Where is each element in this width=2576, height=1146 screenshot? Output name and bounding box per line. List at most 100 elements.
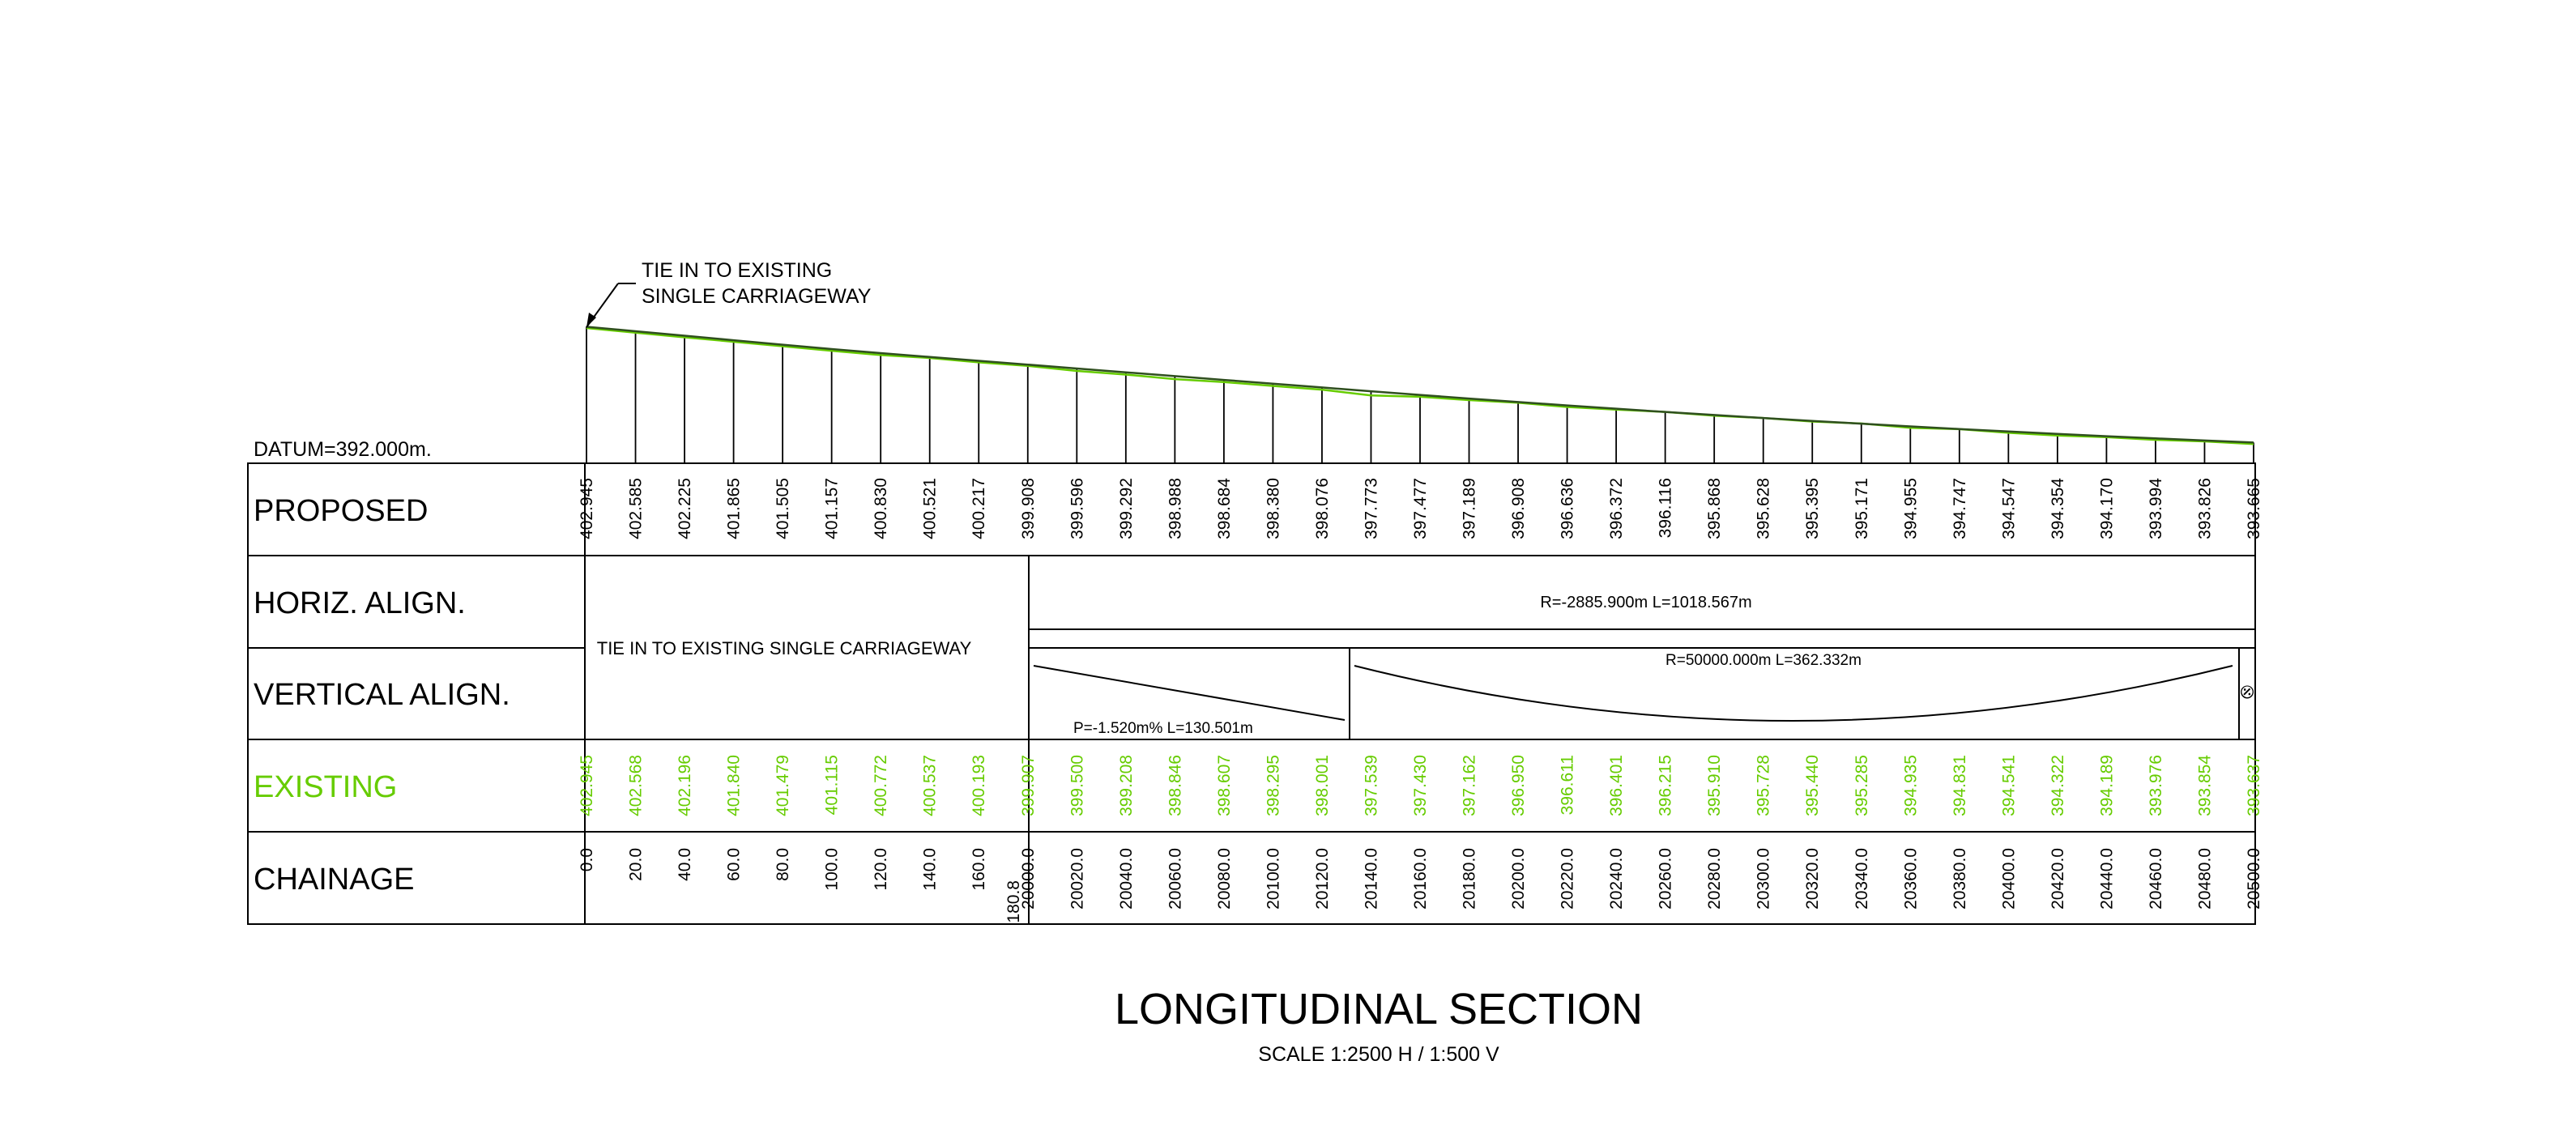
existing-level-label: 396.215: [1657, 755, 1675, 816]
existing-level-label: 398.846: [1166, 755, 1184, 816]
proposed-level-label: 397.773: [1362, 478, 1380, 539]
proposed-level-label: 398.988: [1166, 478, 1184, 539]
chainage-label: 20140.0: [1362, 848, 1380, 910]
existing-level-label: 402.945: [578, 755, 596, 816]
datum-label: DATUM=392.000m.: [254, 438, 432, 461]
profile-drop-lines: [586, 326, 2254, 463]
proposed-level-label: 394.955: [1901, 478, 1920, 539]
chainage-label: 20040.0: [1117, 848, 1136, 910]
chainage-label: 20420.0: [2049, 848, 2067, 910]
chainage-label: 20360.0: [1901, 848, 1920, 910]
chainage-label: 20180.0: [1461, 848, 1479, 910]
chainage-label: 20260.0: [1657, 848, 1675, 910]
chainage-label: 20380.0: [1951, 848, 1969, 910]
existing-level-label: 395.440: [1803, 755, 1822, 816]
vertical-grade-text: P=-1.520m% L=130.501m: [1073, 720, 1253, 737]
chainage-label: 20400.0: [1999, 848, 2018, 910]
existing-level-label: 394.322: [2049, 755, 2067, 816]
proposed-level-label: 400.830: [872, 478, 890, 539]
chainage-label: 180.820000.0: [1004, 848, 1038, 923]
row-label-chainage: CHAINAGE: [254, 863, 414, 897]
chainage-label: 160.0: [970, 848, 988, 891]
proposed-level-label: 399.292: [1117, 478, 1136, 539]
tie-in-note-line2: SINGLE CARRIAGEWAY: [642, 285, 872, 308]
existing-level-label: 398.607: [1215, 755, 1234, 816]
existing-level-label: 401.840: [725, 755, 744, 816]
proposed-level-label: 396.636: [1559, 478, 1577, 539]
proposed-level-label: 401.505: [774, 478, 792, 539]
existing-level-labels: 402.945 402.568 402.196 401.840 401.479 401.1…: [578, 755, 2263, 816]
proposed-level-label: 393.994: [2147, 478, 2165, 539]
drawing-scale: SCALE 1:2500 H / 1:500 V: [1258, 1043, 1499, 1066]
chainage-label: 20440.0: [2097, 848, 2116, 910]
existing-level-label: 395.285: [1853, 755, 1871, 816]
proposed-level-label: 396.116: [1657, 478, 1675, 538]
proposed-level-label: 400.521: [921, 478, 940, 539]
proposed-level-label: 394.354: [2049, 478, 2067, 539]
chainage-label: 20480.0: [2195, 848, 2214, 910]
existing-level-label: 394.831: [1951, 755, 1969, 816]
existing-level-label: 393.854: [2195, 755, 2214, 816]
alignment-annotations: TIE IN TO EXISTING SINGLE CARRIAGEWAY R=…: [597, 594, 2254, 737]
existing-level-label: 397.162: [1461, 755, 1479, 816]
existing-level-label: 396.611: [1559, 755, 1577, 815]
existing-level-label: 393.976: [2147, 755, 2165, 816]
proposed-level-label: 401.865: [725, 478, 744, 539]
chainage-label: 20460.0: [2147, 848, 2165, 910]
existing-level-label: 401.115: [823, 755, 842, 815]
existing-level-label: 398.295: [1264, 755, 1282, 816]
horiz-curve-text: R=-2885.900m L=1018.567m: [1540, 594, 1751, 611]
proposed-level-label: 398.076: [1313, 478, 1332, 539]
proposed-level-label: 394.547: [1999, 478, 2018, 539]
chainage-label: 20080.0: [1215, 848, 1234, 910]
proposed-level-label: 394.170: [2097, 478, 2116, 539]
chainage-label: 120.0: [872, 848, 890, 891]
proposed-level-label: 399.596: [1068, 478, 1086, 539]
vertical-sag-curve: [1354, 665, 2233, 722]
chainage-label: 20020.0: [1068, 848, 1086, 910]
existing-level-label: 400.193: [970, 755, 988, 816]
drawing-title: LONGITUDINAL SECTION: [1115, 985, 1643, 1033]
proposed-level-label: 397.189: [1461, 478, 1479, 539]
existing-level-label: 399.208: [1117, 755, 1136, 816]
chainage-label: 60.0: [725, 848, 744, 881]
chainage-label: 140.0: [921, 848, 940, 891]
proposed-level-label: 399.908: [1019, 478, 1038, 539]
proposed-level-label: 402.225: [676, 478, 694, 539]
existing-level-label: 394.935: [1901, 755, 1920, 816]
chainage-label: 100.0: [823, 848, 842, 891]
chainage-label: 0.0: [578, 848, 596, 871]
profile-group: [586, 326, 2254, 463]
chainage-label: 20200.0: [1509, 848, 1528, 910]
row-label-horiz-align: HORIZ. ALIGN.: [254, 586, 466, 620]
chainage-labels: 0.0 20.0 40.0 60.0 80.0 100.0 120.0 140.0 160.0 1…: [578, 848, 2263, 923]
existing-level-label: 395.910: [1705, 755, 1724, 816]
existing-level-label: 397.430: [1411, 755, 1430, 816]
chainage-label: 20240.0: [1607, 848, 1626, 910]
data-table: [247, 462, 2256, 925]
vertical-curve-text: R=50000.000m L=362.332m: [1665, 652, 1862, 669]
existing-level-label: 395.728: [1755, 755, 1773, 816]
proposed-level-label: 396.372: [1607, 478, 1626, 539]
proposed-level-labels: 402.945 402.585 402.225 401.865 401.505 401.1…: [578, 478, 2263, 539]
proposed-level-label: 401.157: [823, 478, 842, 539]
proposed-level-label: 400.217: [970, 478, 988, 539]
proposed-level-label: 395.628: [1755, 478, 1773, 539]
existing-level-label: 399.907: [1019, 755, 1038, 816]
existing-level-label: 396.401: [1607, 755, 1626, 816]
existing-level-label: 400.772: [872, 755, 890, 816]
row-label-proposed: PROPOSED: [254, 494, 428, 528]
tie-in-note-line1: TIE IN TO EXISTING: [642, 259, 832, 282]
chainage-label: 20100.0: [1264, 848, 1282, 910]
chainage-label: 20300.0: [1755, 848, 1773, 910]
chainage-label: 20120.0: [1313, 848, 1332, 910]
existing-level-label: 401.479: [774, 755, 792, 816]
existing-level-label: 397.539: [1362, 755, 1380, 816]
row-labels: PROPOSED HORIZ. ALIGN. VERTICAL ALIGN. E…: [254, 494, 510, 897]
chainage-label: 20060.0: [1166, 848, 1184, 910]
chainage-label: 20320.0: [1803, 848, 1822, 910]
existing-level-label: 394.189: [2097, 755, 2116, 816]
proposed-level-label: 396.908: [1509, 478, 1528, 539]
vertical-grade-line: [1033, 665, 1346, 721]
